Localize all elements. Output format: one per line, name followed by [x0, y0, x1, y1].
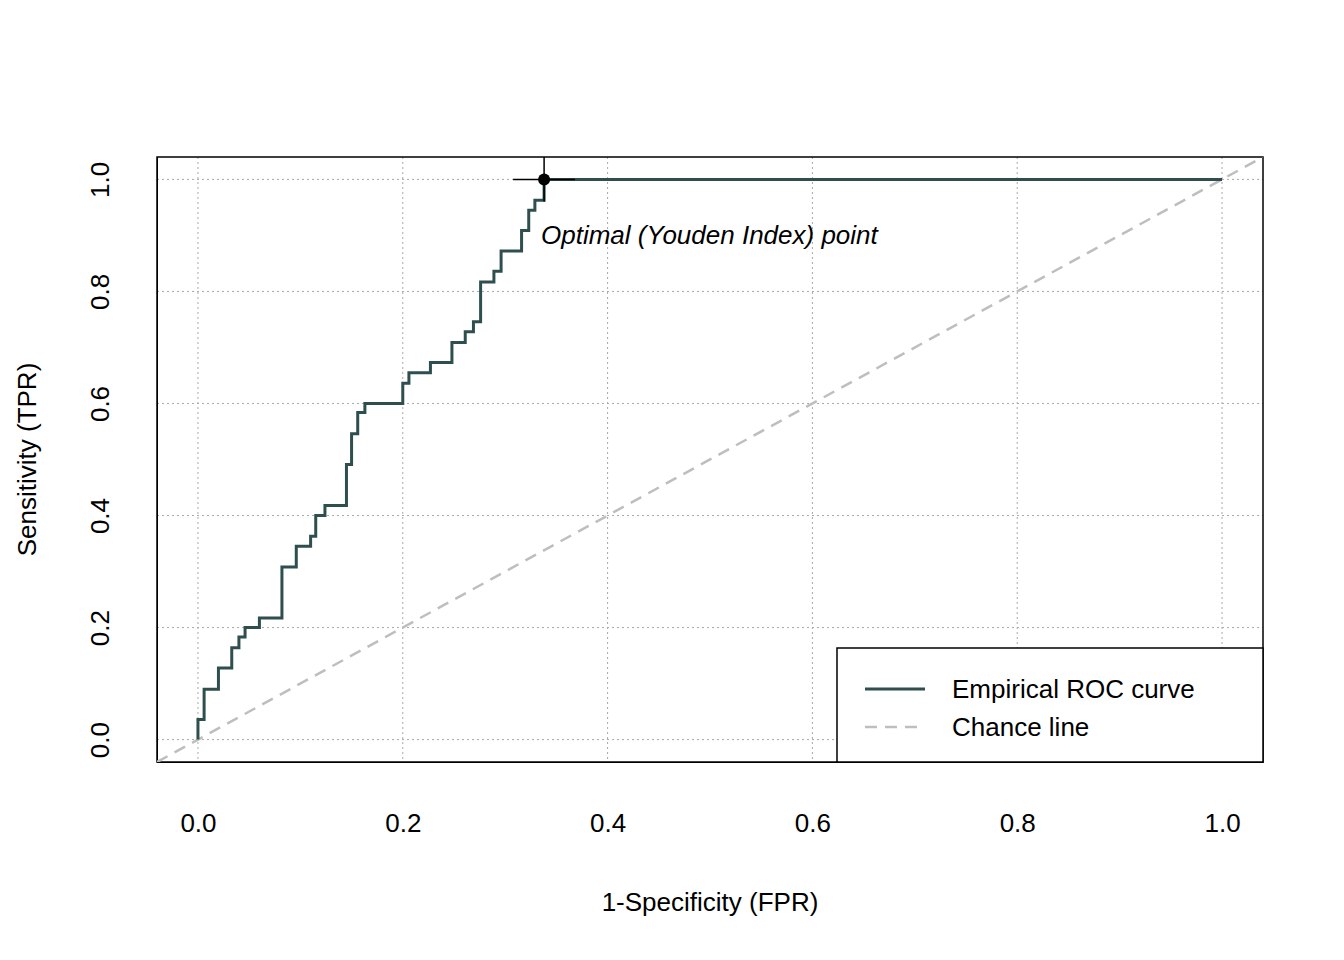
x-tick-label: 0.0 [180, 808, 216, 838]
y-axis-title: Sensitivity (TPR) [12, 363, 42, 557]
grid-line-y [157, 627, 1263, 628]
grid-line-x [197, 157, 198, 762]
legend-label: Chance line [952, 712, 1089, 742]
x-tick-label: 1.0 [1204, 808, 1240, 838]
y-tick: 0.8 [85, 274, 157, 310]
optimal-point [538, 173, 550, 185]
plot-frame [157, 157, 1263, 762]
x-tick-label: 0.6 [795, 808, 831, 838]
chance-line [157, 157, 1263, 762]
x-tick: 0.0 [180, 762, 216, 838]
legend: Empirical ROC curve Chance line [837, 648, 1263, 762]
x-tick-label: 0.8 [1000, 808, 1036, 838]
y-tick: 1.0 [85, 162, 157, 198]
legend-swatch [865, 688, 925, 691]
legend-swatch [865, 726, 925, 729]
y-tick: 0.0 [85, 722, 157, 758]
x-tick-label: 0.4 [590, 808, 626, 838]
y-tick-label: 0.0 [85, 722, 115, 758]
x-tick-label: 0.2 [385, 808, 421, 838]
y-tick-label: 1.0 [85, 162, 115, 198]
grid-line-x [402, 157, 403, 762]
grid-line-y [157, 403, 1263, 404]
y-tick: 0.4 [85, 498, 157, 534]
plot-area [157, 157, 1263, 762]
grid-line-y [157, 291, 1263, 292]
chart: 0.0 0.2 0.4 0.6 0.8 1.0 0.0 0.2 0.4 0.6 0.8 1.0 1-Sp… [0, 0, 1344, 960]
x-axis: 0.0 0.2 0.4 0.6 0.8 1.0 [158, 762, 1264, 838]
y-tick-label: 0.4 [85, 498, 115, 534]
x-axis-title: 1-Specificity (FPR) [602, 887, 819, 917]
x-tick: 1.0 [1204, 762, 1240, 838]
x-tick: 0.6 [795, 762, 831, 838]
y-tick-label: 0.2 [85, 610, 115, 646]
y-tick: 0.6 [85, 386, 157, 422]
x-tick: 0.8 [1000, 762, 1036, 838]
x-tick: 0.4 [590, 762, 626, 838]
x-tick: 0.2 [385, 762, 421, 838]
legend-label: Empirical ROC curve [952, 674, 1195, 704]
annotation: Optimal (Youden Index) point [541, 220, 880, 250]
grid [157, 157, 1263, 762]
y-axis: 0.0 0.2 0.4 0.6 0.8 1.0 [85, 158, 158, 763]
y-tick-label: 0.8 [85, 274, 115, 310]
legend-box [837, 648, 1263, 762]
y-tick: 0.2 [85, 610, 157, 646]
y-tick-label: 0.6 [85, 386, 115, 422]
optimal-point-group [513, 157, 575, 201]
